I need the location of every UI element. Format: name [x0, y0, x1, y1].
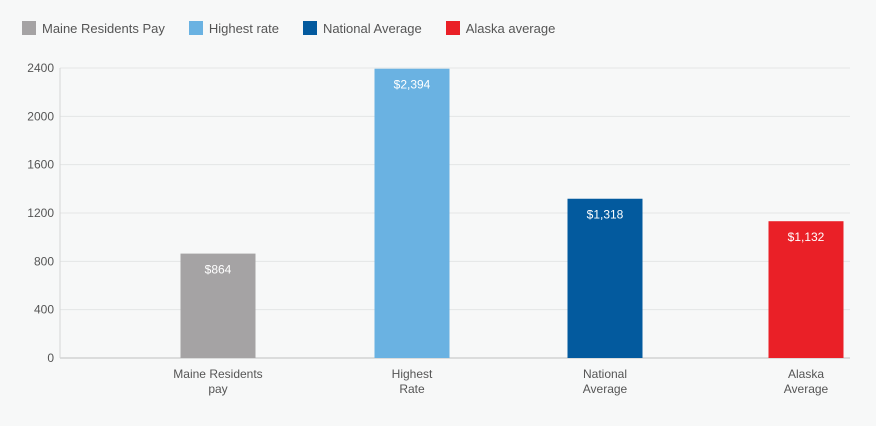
y-tick-label-400: 400 — [34, 303, 54, 317]
x-category-label-1-0: Highest — [392, 367, 433, 381]
bar-3[interactable] — [768, 221, 844, 358]
x-category-label-2-1: Average — [583, 382, 628, 396]
legend-item-national[interactable]: National Average — [302, 20, 422, 36]
bar-2[interactable] — [567, 198, 643, 358]
x-category-label-1-1: Rate — [399, 382, 425, 396]
legend-label-highest: Highest rate — [208, 20, 279, 36]
legend-label-national: National Average — [322, 20, 422, 36]
y-tick-label-1600: 1600 — [27, 158, 54, 172]
x-category-label-3-1: Average — [784, 382, 829, 396]
legend-swatch-alaska — [445, 21, 460, 35]
legend-item-highest[interactable]: Highest rate — [188, 20, 279, 36]
chart-legend: Maine Residents Pay Highest rate Nationa… — [22, 18, 579, 38]
legend-item-maine[interactable]: Maine Residents Pay — [22, 21, 165, 36]
y-tick-label-0: 0 — [47, 351, 54, 365]
bar-0[interactable] — [180, 253, 256, 358]
legend-label-alaska: Alaska average — [465, 20, 556, 36]
bar-value-label-3: $1,132 — [788, 230, 825, 244]
x-category-label-0-0: Maine Residents — [173, 367, 262, 381]
legend-swatch-highest — [188, 21, 203, 35]
legend-swatch-national — [302, 21, 317, 35]
x-category-label-0-1: pay — [208, 382, 227, 396]
bar-1[interactable] — [374, 68, 450, 358]
y-tick-label-1200: 1200 — [27, 206, 54, 220]
bar-value-label-1: $2,394 — [394, 78, 431, 92]
bar-value-label-0: $864 — [205, 263, 232, 277]
y-tick-label-2400: 2400 — [27, 61, 54, 75]
y-tick-label-2000: 2000 — [27, 109, 54, 123]
bar-value-label-2: $1,318 — [587, 208, 624, 222]
x-category-label-2-0: National — [583, 367, 627, 381]
legend-label-maine: Maine Residents Pay — [42, 20, 165, 36]
x-category-label-3-0: Alaska — [788, 367, 824, 381]
legend-swatch-maine — [22, 21, 36, 35]
y-tick-label-800: 800 — [34, 254, 54, 268]
legend-item-alaska[interactable]: Alaska average — [445, 20, 556, 36]
